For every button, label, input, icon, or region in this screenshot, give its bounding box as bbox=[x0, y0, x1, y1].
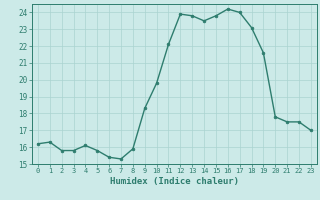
X-axis label: Humidex (Indice chaleur): Humidex (Indice chaleur) bbox=[110, 177, 239, 186]
